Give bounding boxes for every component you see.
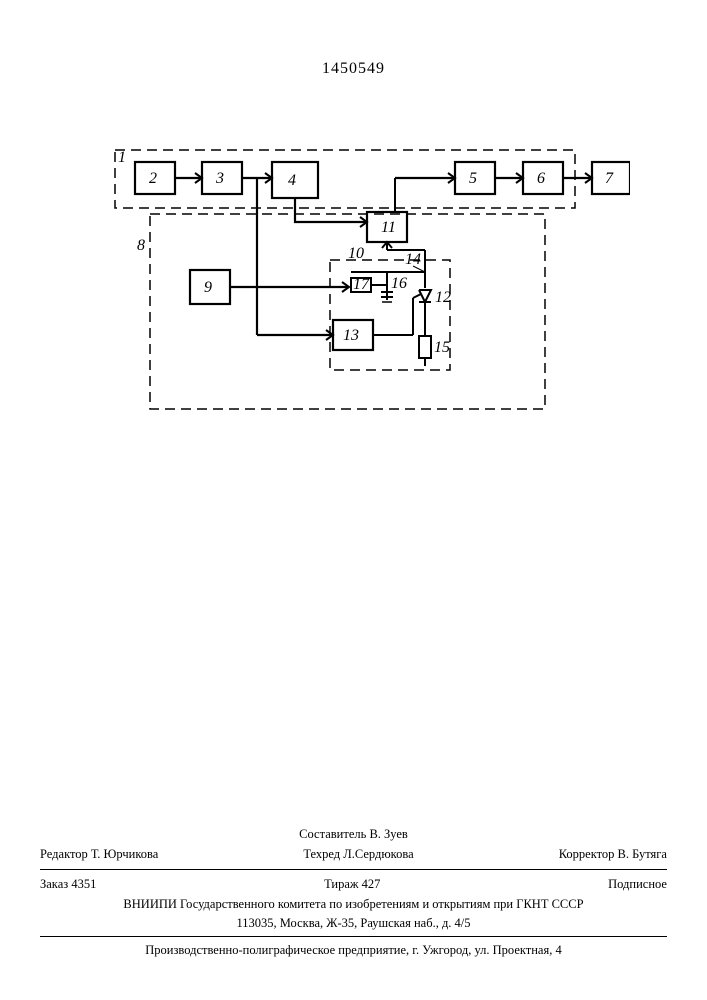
label-16: 16 bbox=[391, 275, 407, 292]
footer-colophon: Составитель В. Зуев Редактор Т. Юрчикова… bbox=[40, 824, 667, 961]
label-2: 2 bbox=[149, 170, 157, 187]
label-11: 11 bbox=[381, 219, 396, 236]
label-13: 13 bbox=[343, 327, 359, 344]
label-5: 5 bbox=[469, 170, 477, 187]
label-10: 10 bbox=[348, 245, 364, 262]
label-6: 6 bbox=[537, 170, 545, 187]
label-3: 3 bbox=[215, 170, 224, 187]
label-7: 7 bbox=[605, 170, 614, 187]
label-4: 4 bbox=[288, 172, 296, 189]
label-14: 14 bbox=[405, 251, 421, 268]
label-12: 12 bbox=[435, 289, 451, 306]
label-1: 1 bbox=[118, 149, 126, 166]
block-diagram: 1 2 3 4 5 6 7 8 9 11 10 13 17 bbox=[95, 140, 630, 440]
page-number: 1450549 bbox=[0, 60, 707, 78]
label-15: 15 bbox=[434, 339, 450, 356]
label-9: 9 bbox=[204, 279, 212, 296]
label-8: 8 bbox=[137, 237, 145, 254]
label-17: 17 bbox=[353, 276, 370, 293]
